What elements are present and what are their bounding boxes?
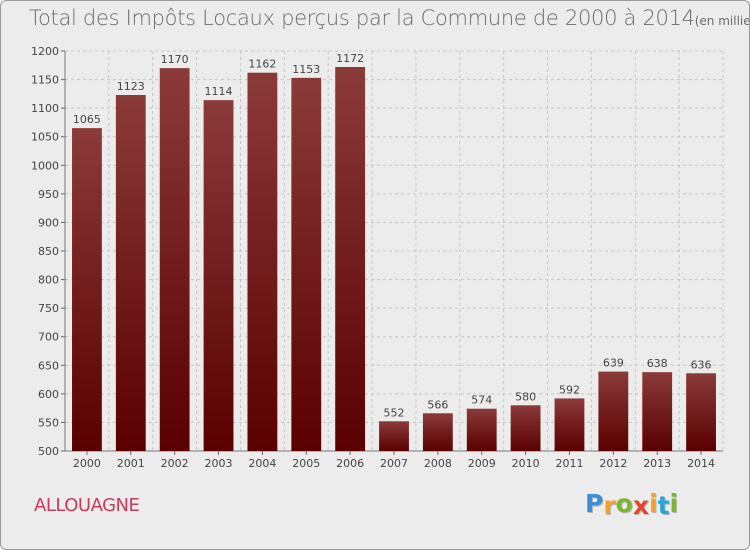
y-tick-label: 700 [38,331,59,344]
x-tick-label: 2009 [468,457,496,470]
proxiti-logo: Proxiti [585,489,679,520]
bar [422,413,453,451]
x-tick-label: 2014 [687,457,715,470]
value-label: 1162 [248,58,276,71]
y-tick-label: 950 [38,188,59,201]
bar [159,68,190,452]
bar-layer [72,67,716,452]
label-layer: 1065 1123 1170 1114 1162 1153 1172 552 566 574 580… [73,52,712,419]
x-tick-label: 2003 [205,457,233,470]
bar [335,67,366,451]
y-tick-label: 1000 [31,159,59,172]
x-tick-label: 2005 [292,457,320,470]
y-tick-label: 500 [38,445,59,458]
x-tick-label: 2011 [555,457,583,470]
y-tick-label: 750 [38,302,59,315]
logo-letter: i [669,489,679,518]
value-label: 636 [691,358,712,371]
bar [379,421,409,451]
value-label: 638 [647,357,668,370]
value-label: 580 [515,390,536,403]
value-label: 1172 [336,52,364,65]
bar [247,72,278,451]
logo-letter: t [657,491,670,520]
y-tick-label: 1050 [31,131,59,144]
x-tick-label: 2002 [161,457,189,470]
value-label: 639 [603,357,624,370]
value-label: 1153 [292,63,320,76]
bar [466,408,497,451]
value-label: 592 [559,383,580,396]
bar [72,128,102,451]
logo-letter: x [632,491,649,520]
logo-letter: r [603,491,616,520]
chart-title: Total des Impôts Locaux perçus par la Co… [29,6,750,30]
x-tick-label: 2007 [380,457,408,470]
x-tick-label: 2010 [512,457,540,470]
value-label: 574 [471,394,492,407]
x-tick-label: 2008 [424,457,452,470]
y-tick-label: 800 [38,274,59,287]
title-main: Total des Impôts Locaux perçus par la Co… [29,6,695,30]
bar [598,371,629,451]
logo-letter: i [649,489,658,518]
x-tick-label: 2012 [599,457,627,470]
x-tick-label: 2006 [336,457,364,470]
x-tick-label: 2004 [248,457,276,470]
y-tick-label: 550 [38,416,59,429]
value-label: 1065 [73,113,101,126]
x-tick-label: 2013 [643,457,671,470]
value-label: 1114 [205,85,233,98]
value-label: 1170 [161,53,189,66]
y-tick-label: 650 [38,359,59,372]
title-unit: (en milliers d'€) [694,14,750,28]
y-tick-label: 900 [38,216,59,229]
value-label: 552 [384,406,405,419]
logo-letter: P [585,489,604,518]
y-tick-label: 1100 [31,102,59,115]
y-tick-label: 1150 [31,74,59,87]
commune-name: ALLOUAGNE [34,495,140,516]
y-tick-label: 850 [38,245,59,258]
y-tick-label: 1200 [31,45,59,58]
bar [510,405,541,451]
value-label: 566 [427,398,448,411]
bar [642,372,673,451]
x-tick-label: 2001 [117,457,145,470]
x-tick-label: 2000 [73,457,101,470]
y-tick-label: 600 [38,388,59,401]
value-label: 1123 [117,80,145,93]
bar [203,100,234,452]
bar [686,373,716,451]
bar [115,95,146,451]
logo-letter: o [615,489,633,518]
bar [554,398,585,451]
bar [291,77,322,451]
